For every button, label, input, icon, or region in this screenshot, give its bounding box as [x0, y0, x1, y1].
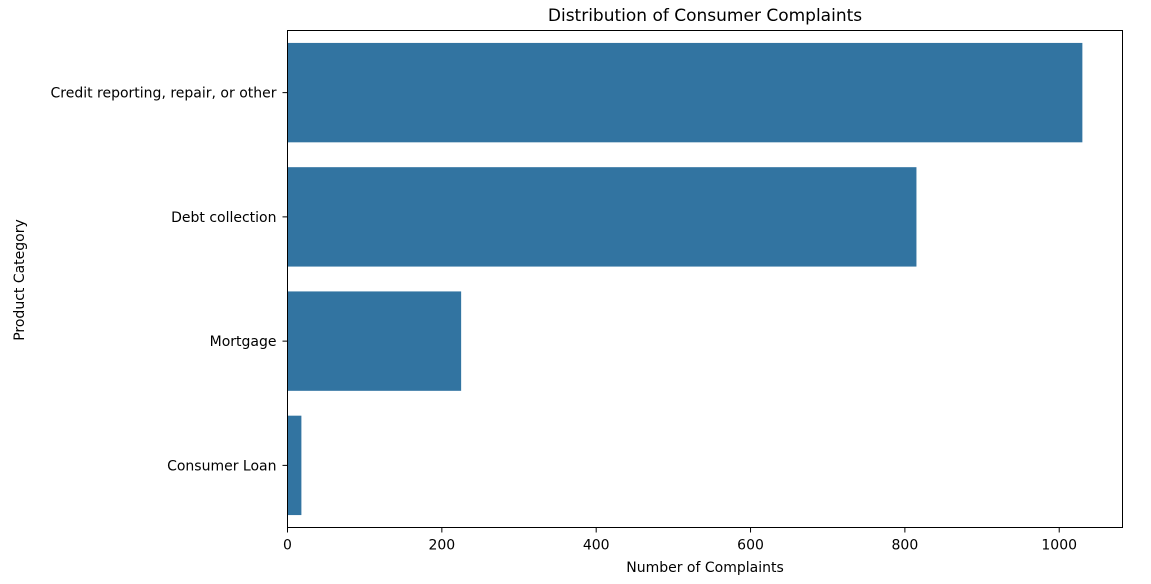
bar — [287, 415, 302, 516]
x-tick-label: 1000 — [1041, 538, 1077, 554]
x-tick-label: 600 — [737, 538, 764, 554]
x-tick-label: 800 — [892, 538, 919, 554]
chart-title: Distribution of Consumer Complaints — [548, 6, 862, 26]
x-tick-label: 0 — [283, 538, 292, 554]
plot-frame — [287, 30, 1123, 528]
x-axis-ticks: 0 200 400 600 800 1000 — [283, 527, 1077, 554]
y-tick-label: Consumer Loan — [167, 458, 276, 474]
y-tick-label: Mortgage — [210, 334, 277, 350]
y-axis-label: Product Category — [12, 219, 28, 341]
bar — [287, 291, 462, 391]
y-tick-label: Credit reporting, repair, or other — [50, 86, 276, 102]
bar — [287, 167, 917, 267]
x-tick-label: 200 — [428, 538, 455, 554]
y-axis-ticks: Credit reporting, repair, or other Debt c… — [50, 86, 288, 474]
x-axis-label: Number of Complaints — [626, 560, 784, 576]
bars-group — [287, 42, 1083, 516]
y-tick-label: Debt collection — [171, 210, 276, 226]
x-tick-label: 400 — [583, 538, 610, 554]
bar — [287, 42, 1083, 143]
